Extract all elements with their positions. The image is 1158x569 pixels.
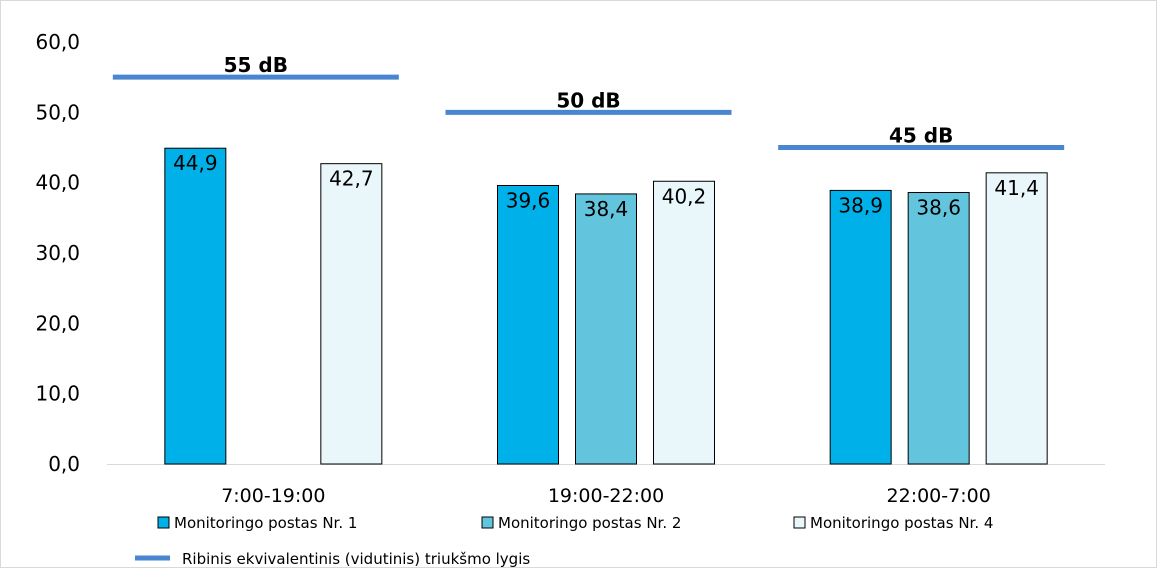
bar xyxy=(907,192,970,465)
y-tick-label: 0,0 xyxy=(48,452,80,476)
bar xyxy=(985,172,1048,465)
legend-swatch xyxy=(157,516,170,529)
data-label: 41,4 xyxy=(994,176,1039,200)
legend-swatch xyxy=(793,516,806,529)
data-label: 38,9 xyxy=(838,193,883,217)
data-label: 39,6 xyxy=(506,188,551,212)
bar xyxy=(829,189,892,465)
legend-label: Ribinis ekvivalentinis (vidutinis) triuk… xyxy=(182,550,530,568)
data-label: 38,4 xyxy=(584,197,629,221)
y-tick-label: 20,0 xyxy=(35,311,80,335)
legend-swatch xyxy=(481,516,494,529)
limit-label: 45 dB xyxy=(889,124,953,148)
data-label: 40,2 xyxy=(662,184,707,208)
bar xyxy=(320,163,383,465)
y-tick-label: 40,0 xyxy=(35,171,80,195)
legend-label: Monitoringo postas Nr. 1 xyxy=(174,514,357,532)
bar xyxy=(164,147,227,465)
legend-label: Monitoringo postas Nr. 4 xyxy=(810,514,993,532)
legend-label: Monitoringo postas Nr. 2 xyxy=(498,514,681,532)
data-label: 44,9 xyxy=(173,151,218,175)
limit-label: 50 dB xyxy=(556,88,620,112)
limit-label: 55 dB xyxy=(224,53,288,77)
y-tick-label: 50,0 xyxy=(35,100,80,124)
y-tick-label: 60,0 xyxy=(35,30,80,54)
y-tick-label: 30,0 xyxy=(35,241,80,265)
data-label: 42,7 xyxy=(329,167,374,191)
x-tick-label: 7:00-19:00 xyxy=(221,485,325,507)
y-tick-label: 10,0 xyxy=(35,382,80,406)
x-tick-label: 19:00-22:00 xyxy=(548,485,664,507)
data-label: 38,6 xyxy=(916,196,961,220)
bar xyxy=(575,193,637,465)
x-tick-label: 22:00-7:00 xyxy=(887,485,991,507)
bar xyxy=(653,180,715,465)
bar xyxy=(497,184,559,465)
